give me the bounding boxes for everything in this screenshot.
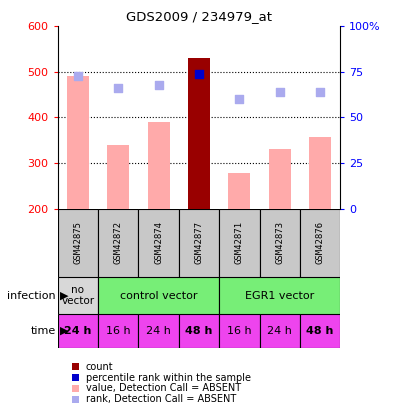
Text: 24 h: 24 h [267,326,292,336]
Text: ▶: ▶ [60,291,68,301]
Text: control vector: control vector [120,291,197,301]
Bar [259,209,300,277]
Bar [300,314,340,348]
Bar [269,149,291,209]
Text: GSM42874: GSM42874 [154,222,163,264]
Bar [300,209,340,277]
Bar [139,314,179,348]
Bar [219,209,259,277]
Text: GSM42877: GSM42877 [195,222,203,264]
Text: 48 h: 48 h [306,326,334,336]
Text: 16 h: 16 h [227,326,252,336]
Bar [179,209,219,277]
Text: 48 h: 48 h [185,326,213,336]
Text: 24 h: 24 h [146,326,171,336]
Text: GSM42876: GSM42876 [316,222,325,264]
Bar [148,122,170,209]
Text: rank, Detection Call = ABSENT: rank, Detection Call = ABSENT [86,394,236,405]
Bar [107,145,129,209]
Bar [67,77,89,209]
Text: GSM42871: GSM42871 [235,222,244,264]
Bar [188,58,210,209]
Bar [179,314,219,348]
Text: 24 h: 24 h [64,326,92,336]
Bar [98,314,139,348]
Bar [98,209,139,277]
Bar [139,209,179,277]
Bar [309,136,331,209]
Text: GSM42873: GSM42873 [275,222,284,264]
Point [277,89,283,95]
Point [317,89,323,95]
Bar [219,314,259,348]
Bar [228,173,250,209]
Text: GDS2009 / 234979_at: GDS2009 / 234979_at [126,10,272,23]
Text: percentile rank within the sample: percentile rank within the sample [86,373,251,383]
Text: infection: infection [7,291,56,301]
Text: no
vector: no vector [61,285,94,307]
Text: GSM42872: GSM42872 [114,222,123,264]
Bar [259,314,300,348]
Text: GSM42875: GSM42875 [73,222,82,264]
Bar [219,277,340,314]
Bar [58,314,98,348]
Bar [58,209,98,277]
Bar [98,277,219,314]
Point [196,70,202,77]
Text: ▶: ▶ [60,326,68,336]
Text: 16 h: 16 h [106,326,131,336]
Point [156,81,162,88]
Point [236,96,242,102]
Bar [58,277,98,314]
Point [75,72,81,79]
Point [115,85,121,92]
Text: time: time [31,326,56,336]
Text: count: count [86,362,113,372]
Text: EGR1 vector: EGR1 vector [245,291,314,301]
Text: value, Detection Call = ABSENT: value, Detection Call = ABSENT [86,384,241,394]
